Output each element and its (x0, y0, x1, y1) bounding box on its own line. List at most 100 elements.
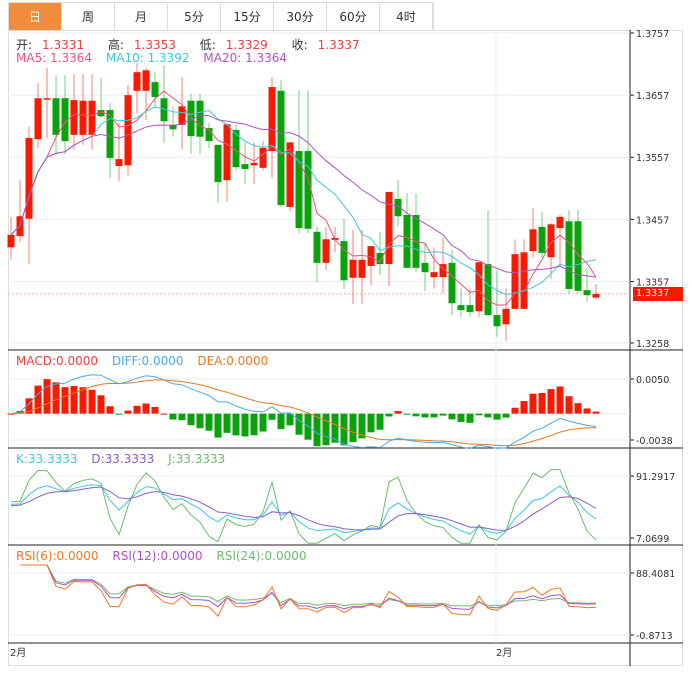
macd-bar (61, 387, 69, 414)
candle-body (493, 315, 501, 327)
macd-bar (124, 410, 132, 414)
macd-bar (331, 413, 339, 443)
macd-bar (142, 403, 150, 414)
tab-period[interactable]: 30分 (274, 3, 327, 31)
axis-tick-label: 1.3258 (636, 339, 669, 350)
kdj-d-line (10, 486, 597, 531)
candle-body (430, 272, 438, 278)
candle-body (403, 215, 411, 268)
period-tabs: 日周月 5分 15分 30分 60分 4时 (8, 2, 434, 31)
macd-bar (187, 413, 195, 426)
macd-bar (97, 395, 105, 414)
ma-legend: MA5: 1.3364 MA10: 1.3392 MA20: 1.3364 (16, 51, 297, 65)
candle-body (241, 164, 249, 170)
candle-body (349, 259, 357, 278)
macd-bar (376, 413, 384, 430)
macd-bar (466, 413, 474, 423)
candle-body (124, 95, 132, 166)
candle-body (34, 98, 42, 140)
axis-tick-label: 1.3757 (636, 29, 669, 40)
candle-body (322, 239, 330, 263)
macd-bar (214, 413, 222, 438)
tab-period[interactable]: 60分 (327, 3, 380, 31)
axis-tick-label: 1.3557 (636, 153, 669, 164)
candle-body (178, 106, 186, 125)
candle-body (25, 137, 33, 219)
tab-period[interactable]: 周 (62, 3, 115, 31)
macd-bar (538, 392, 546, 414)
candle-body (142, 70, 150, 91)
axis-tick-label: 1.3357 (636, 277, 669, 288)
candle-body (565, 221, 573, 289)
macd-bar (79, 387, 87, 414)
candle-body (151, 82, 159, 97)
macd-legend-diff: DIFF:0.0000 (111, 354, 184, 368)
axis-tick-label: 1.3657 (636, 91, 669, 102)
candle-body (61, 98, 69, 142)
tab-period[interactable]: 4时 (380, 3, 433, 31)
candle-body (529, 229, 537, 252)
macd-bar (196, 413, 204, 429)
open-value: 1.3331 (42, 38, 85, 52)
macd-bar (592, 411, 600, 414)
candle-body (7, 234, 15, 248)
chart-frame (8, 30, 683, 666)
rsi12-legend: RSI(12):0.0000 (112, 549, 203, 563)
low-value: 1.3329 (225, 38, 268, 52)
tab-period[interactable]: 15分 (221, 3, 274, 31)
macd-bar (115, 413, 123, 415)
macd-bar (430, 413, 438, 418)
macd-bar (421, 413, 429, 418)
axis-tick-label: -0.8713 (636, 631, 673, 642)
macd-bar (358, 413, 366, 439)
macd-bar (403, 413, 411, 415)
rsi-legend: RSI(6):0.0000 RSI(12):0.0000 RSI(24):0.0… (16, 549, 317, 563)
candle-body (511, 254, 519, 309)
tab-period[interactable]: 5分 (168, 3, 221, 31)
macd-bar (412, 413, 420, 417)
axis-tick-label: 0.0050 (636, 375, 669, 386)
candle-body (520, 252, 528, 309)
tab-period[interactable]: 月 (115, 3, 168, 31)
candle-body (394, 198, 402, 217)
macd-bar (556, 386, 564, 414)
axis-tick-label: 1.3457 (636, 215, 669, 226)
kdj-legend: K:33.3333 D:33.3333 J:33.3333 (16, 452, 235, 466)
candle-body (466, 305, 474, 312)
axis-tick-label: 91.2917 (636, 472, 675, 483)
candle-body (160, 98, 168, 122)
ma20-line (10, 114, 597, 278)
rsi6-line (20, 564, 597, 618)
candle-body (52, 98, 60, 135)
macd-bar (205, 413, 213, 431)
kdj-k-line (10, 484, 597, 535)
macd-bar (295, 413, 303, 435)
candle-body (457, 305, 465, 311)
tab-period[interactable]: 日 (9, 3, 62, 31)
open-label: 开: (16, 38, 33, 52)
candle-body (502, 308, 510, 325)
ma10-legend: MA10: 1.3392 (105, 51, 190, 65)
candle-body (196, 100, 204, 137)
axis-tick-label: 7.0699 (636, 534, 669, 545)
macd-bar (340, 413, 348, 446)
candle-body (79, 100, 87, 135)
candle-body (70, 100, 78, 135)
macd-bar (385, 413, 393, 417)
candle-body (376, 252, 384, 265)
macd-bar (349, 413, 357, 443)
candle-body (439, 264, 447, 278)
macd-bar (34, 385, 42, 414)
candle-body (259, 147, 267, 168)
candle-body (106, 110, 114, 158)
macd-bar (259, 413, 267, 432)
macd-legend-dea: DEA:0.0000 (197, 354, 269, 368)
macd-bar (520, 401, 528, 414)
candle-body (448, 262, 456, 304)
candle-body (592, 293, 600, 298)
diff-line (10, 374, 597, 450)
kdj-legend-j: J:33.3333 (168, 452, 226, 466)
kdj-j-line (10, 469, 597, 544)
ma5-legend: MA5: 1.3364 (16, 51, 93, 65)
